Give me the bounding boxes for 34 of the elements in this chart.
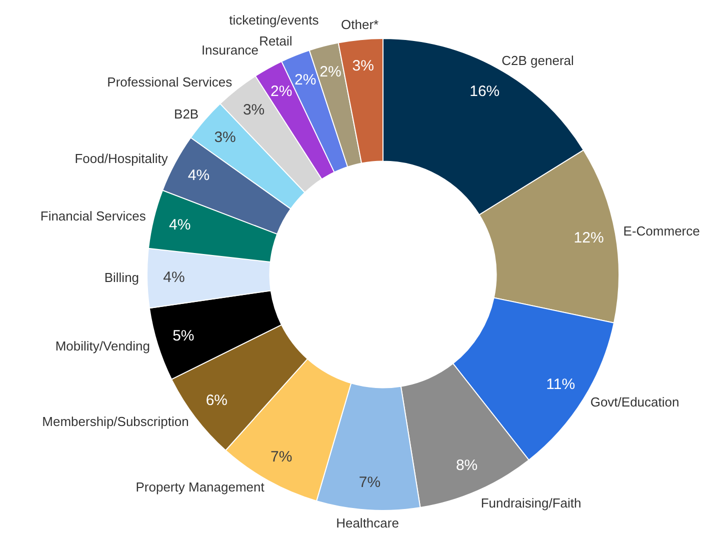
data-label: 4% xyxy=(169,216,191,234)
slice-label: Billing xyxy=(104,270,140,285)
data-label: 3% xyxy=(214,128,236,146)
data-label: 2% xyxy=(320,63,342,80)
data-label: 8% xyxy=(456,457,478,474)
slice-label: Financial Services xyxy=(40,208,146,224)
data-label: 12% xyxy=(574,229,604,246)
data-label: 5% xyxy=(172,328,194,345)
slice-label: C2B general xyxy=(502,52,574,68)
data-label: 4% xyxy=(163,268,185,286)
data-label: 2% xyxy=(294,72,316,89)
data-label: 4% xyxy=(188,166,210,184)
slice-label: B2B xyxy=(174,106,199,122)
data-label: 3% xyxy=(242,101,265,118)
data-label: 2% xyxy=(270,83,292,100)
data-label: 11% xyxy=(546,376,576,393)
data-label: 16% xyxy=(470,83,500,100)
slice-label: E-Commerce xyxy=(623,224,700,239)
data-label: 7% xyxy=(358,474,381,492)
slice-label: Professional Services xyxy=(107,74,233,90)
slice-label: Property Management xyxy=(136,479,265,494)
slice-label: Membership/Subscription xyxy=(42,414,189,429)
slice-label: Other* xyxy=(341,17,379,32)
slice-label: Fundraising/Faith xyxy=(480,496,582,511)
slice-label: Healthcare xyxy=(336,516,399,531)
slice-label: ticketing/events xyxy=(229,12,320,28)
data-label: 7% xyxy=(270,448,292,466)
slice-label: Mobility/Vending xyxy=(55,338,150,354)
data-label: 6% xyxy=(206,392,228,410)
slice-label: Govt/Education xyxy=(590,394,680,410)
slice-label: Retail xyxy=(259,34,292,49)
slice-label: Food/Hospitality xyxy=(74,150,168,166)
slice-label: Insurance xyxy=(201,42,259,58)
data-label: 3% xyxy=(352,58,374,75)
